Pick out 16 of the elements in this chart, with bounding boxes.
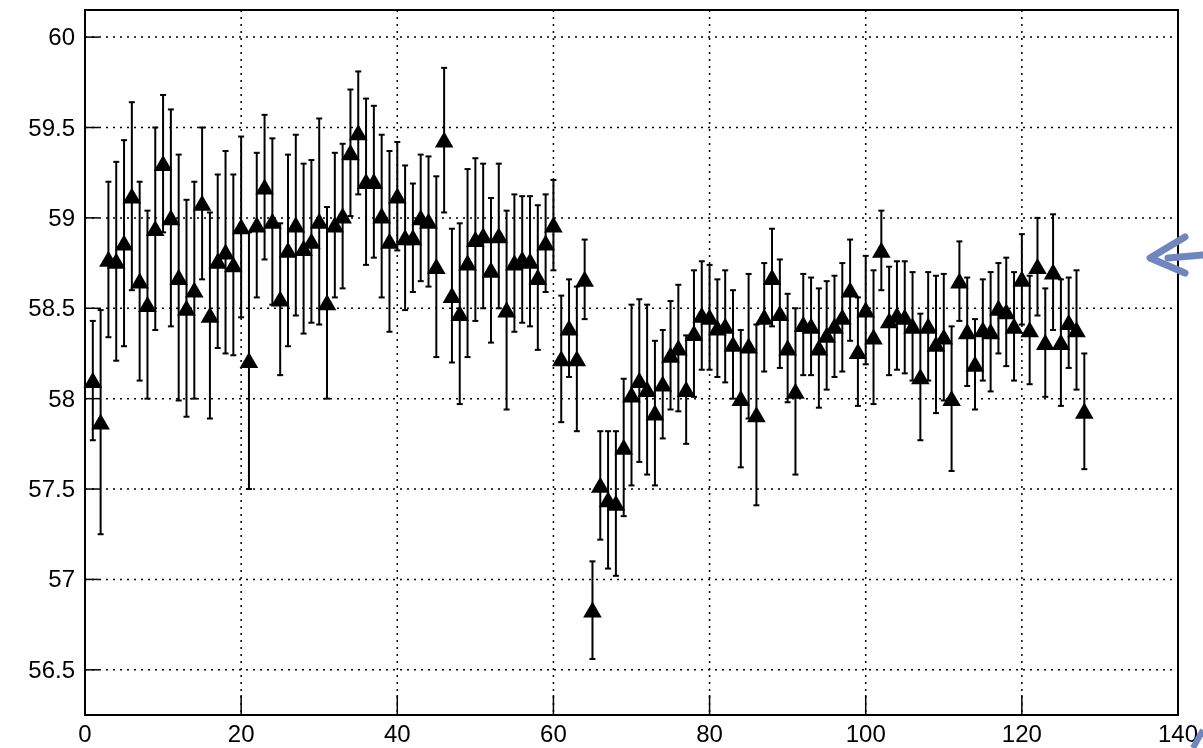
y-tick-label: 57: [48, 565, 75, 593]
x-tick-label: 140: [1157, 720, 1199, 747]
y-tick-label: 59.5: [28, 113, 75, 141]
y-tick-label: 56.5: [28, 655, 75, 683]
x-tick-label: 80: [696, 720, 723, 747]
x-tick-label: 0: [78, 720, 92, 747]
x-tick-label: 40: [383, 720, 411, 747]
x-tick-label: 20: [227, 720, 255, 747]
x-tick-label: 120: [1001, 720, 1042, 747]
x-tick-label: 100: [845, 720, 886, 747]
y-tick-label: 58: [48, 384, 75, 412]
y-tick-label: 58.5: [28, 294, 75, 322]
y-tick-label: 57.5: [28, 475, 75, 503]
y-tick-label: 60: [48, 23, 75, 51]
y-tick-label: 59: [48, 203, 75, 231]
x-tick-label: 60: [540, 720, 567, 747]
